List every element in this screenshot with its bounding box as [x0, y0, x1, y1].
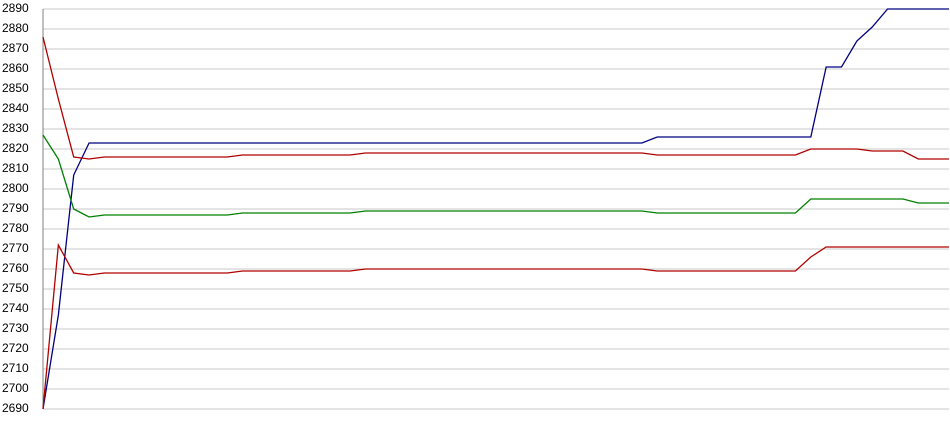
series-line — [42, 36, 949, 160]
y-tick-label: 2820 — [2, 141, 29, 155]
y-tick-label: 2800 — [2, 181, 29, 195]
y-tick-label: 2700 — [2, 381, 29, 395]
y-tick-label: 2740 — [2, 301, 29, 315]
y-tick-label: 2730 — [2, 321, 29, 335]
y-tick-label: 2880 — [2, 21, 29, 35]
y-tick-label: 2830 — [2, 121, 29, 135]
y-tick-label: 2840 — [2, 101, 29, 115]
y-tick-label: 2860 — [2, 61, 29, 75]
y-tick-label: 2770 — [2, 241, 29, 255]
y-tick-label: 2760 — [2, 261, 29, 275]
series-line — [42, 8, 949, 410]
y-tick-label: 2850 — [2, 81, 29, 95]
y-tick-label: 2720 — [2, 341, 29, 355]
y-tick-label: 2890 — [2, 1, 29, 15]
series-line — [42, 134, 949, 218]
y-tick-label: 2810 — [2, 161, 29, 175]
y-tick-label: 2870 — [2, 41, 29, 55]
y-tick-label: 2780 — [2, 221, 29, 235]
y-tick-label: 2690 — [2, 401, 29, 415]
y-tick-label: 2750 — [2, 281, 29, 295]
y-tick-label: 2710 — [2, 361, 29, 375]
series-line — [42, 242, 949, 410]
y-tick-label: 2790 — [2, 201, 29, 215]
